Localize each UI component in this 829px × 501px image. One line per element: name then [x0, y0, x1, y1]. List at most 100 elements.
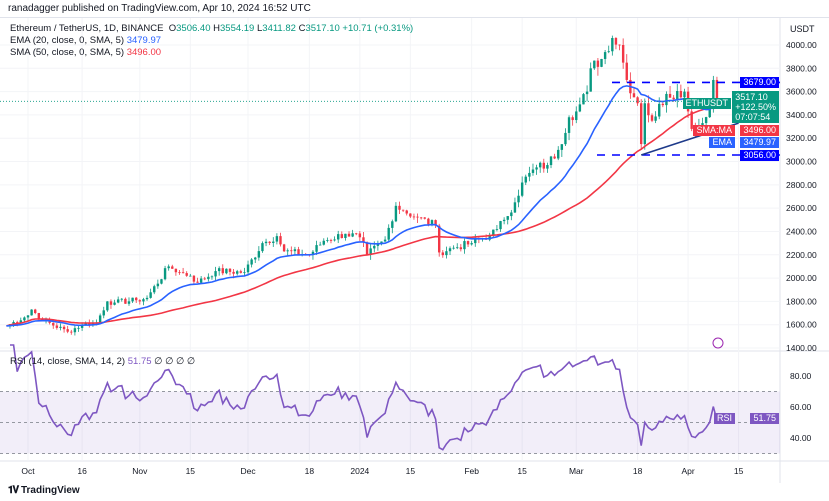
rsi-extra: ∅ ∅ ∅ ∅: [154, 356, 196, 367]
candle-up: [456, 247, 459, 249]
rsi-name-label: RSI: [713, 413, 735, 424]
candle-up: [351, 233, 354, 237]
candle-up: [387, 227, 390, 240]
brand-name: TradingView: [20, 485, 80, 496]
candle-up: [474, 238, 477, 244]
candle-up: [564, 132, 567, 145]
close-label: C: [298, 23, 306, 34]
candle-down: [297, 249, 300, 255]
candle-down: [124, 298, 127, 304]
currency-label[interactable]: USDT: [790, 24, 815, 34]
candle-down: [412, 216, 416, 218]
ema-price-label: 3479.97: [740, 137, 779, 148]
y-tick-label: 2000.00: [786, 273, 817, 283]
candle-down: [279, 236, 282, 245]
candle-up: [488, 234, 491, 240]
candle-up: [643, 103, 646, 145]
candle-up: [676, 90, 679, 100]
change-value: +10.71 (+0.31%): [342, 23, 414, 34]
candle-up: [315, 245, 318, 252]
candle-down: [239, 271, 243, 273]
candle-down: [639, 103, 643, 145]
candle-down: [441, 252, 445, 256]
chart-canvas[interactable]: 1400.00 1600.00 1800.00 2000.00 2200.00 2400.…: [0, 18, 829, 483]
candle-down: [15, 322, 19, 323]
candle-up: [445, 251, 448, 256]
candle-up: [293, 249, 297, 252]
candle-up: [210, 276, 214, 278]
candle-up: [261, 243, 264, 252]
symbol-title: Ethereum / TetherUS, 1D, BINANCE: [10, 23, 164, 34]
candle-down: [409, 213, 412, 217]
candle-up: [250, 259, 253, 265]
candle-up: [538, 162, 542, 168]
candle-down: [70, 331, 73, 333]
x-tick-label: 15: [186, 466, 196, 476]
y-tick-label: 3200.00: [786, 133, 817, 143]
candle-up: [23, 317, 26, 321]
candle-up: [531, 169, 535, 173]
candle-up: [369, 248, 372, 255]
candle-up: [701, 123, 704, 126]
candle-up: [333, 239, 336, 241]
candle-up: [225, 268, 228, 274]
candle-up: [492, 229, 495, 235]
candle-down: [715, 79, 719, 103]
chart-frame[interactable]: 1400.00 1600.00 1800.00 2000.00 2200.00 2400.…: [0, 17, 829, 483]
rsi-tick-label: 80.00: [790, 371, 812, 381]
y-tick-label: 2600.00: [786, 203, 817, 213]
tv-logo-icon: 𝟏𝐕: [8, 485, 19, 496]
candle-up: [607, 51, 610, 53]
low-label: L: [256, 23, 263, 34]
x-tick-label: 2024: [350, 466, 369, 476]
candle-up: [499, 221, 502, 230]
x-tick-label: 18: [633, 466, 643, 476]
candle-down: [37, 313, 41, 319]
y-tick-label: 3800.00: [786, 63, 817, 73]
candle-up: [560, 144, 564, 150]
sma-name-label: SMA:MA: [693, 125, 735, 136]
candle-down: [355, 233, 358, 235]
candle-up: [528, 172, 531, 177]
y-tick-label: 1800.00: [786, 296, 817, 306]
candle-down: [34, 309, 37, 314]
x-tick-label: Apr: [681, 466, 694, 476]
candle-down: [52, 322, 55, 326]
candle-up: [19, 320, 22, 323]
candle-down: [542, 162, 546, 169]
last-price: 3517.10: [735, 92, 768, 102]
candle-down: [647, 103, 650, 116]
candle-up: [236, 271, 239, 274]
candle-down: [109, 301, 113, 305]
y-tick-label: 2800.00: [786, 180, 817, 190]
candle-up: [463, 241, 466, 250]
candle-up: [373, 245, 376, 249]
candle-up: [243, 272, 246, 274]
candle-up: [611, 38, 614, 52]
candle-up: [120, 298, 123, 300]
candle-down: [282, 244, 286, 252]
candle-up: [160, 279, 163, 284]
candle-down: [181, 272, 185, 274]
candle-down: [268, 241, 271, 243]
x-tick-label: Mar: [569, 466, 584, 476]
symbol-price-label: ETHUSDT: [682, 98, 731, 109]
rsi-title: RSI (14, close, SMA, 14, 2): [10, 356, 126, 367]
candle-up: [524, 176, 527, 183]
rsi-value: 51.75: [127, 356, 152, 367]
candle-up: [513, 202, 517, 213]
x-tick-label: 16: [77, 466, 87, 476]
candle-down: [203, 278, 206, 280]
candle-up: [557, 149, 560, 159]
candle-up: [549, 156, 553, 166]
candle-down: [365, 242, 369, 255]
low-value: 3411.82: [262, 23, 296, 34]
tradingview-logo[interactable]: 𝟏𝐕 TradingView: [8, 485, 80, 496]
candle-up: [495, 229, 499, 230]
candle-up: [517, 195, 520, 203]
x-tick-label: 15: [406, 466, 416, 476]
candle-down: [690, 111, 693, 129]
candle-up: [199, 278, 203, 283]
candle-up: [311, 251, 315, 255]
